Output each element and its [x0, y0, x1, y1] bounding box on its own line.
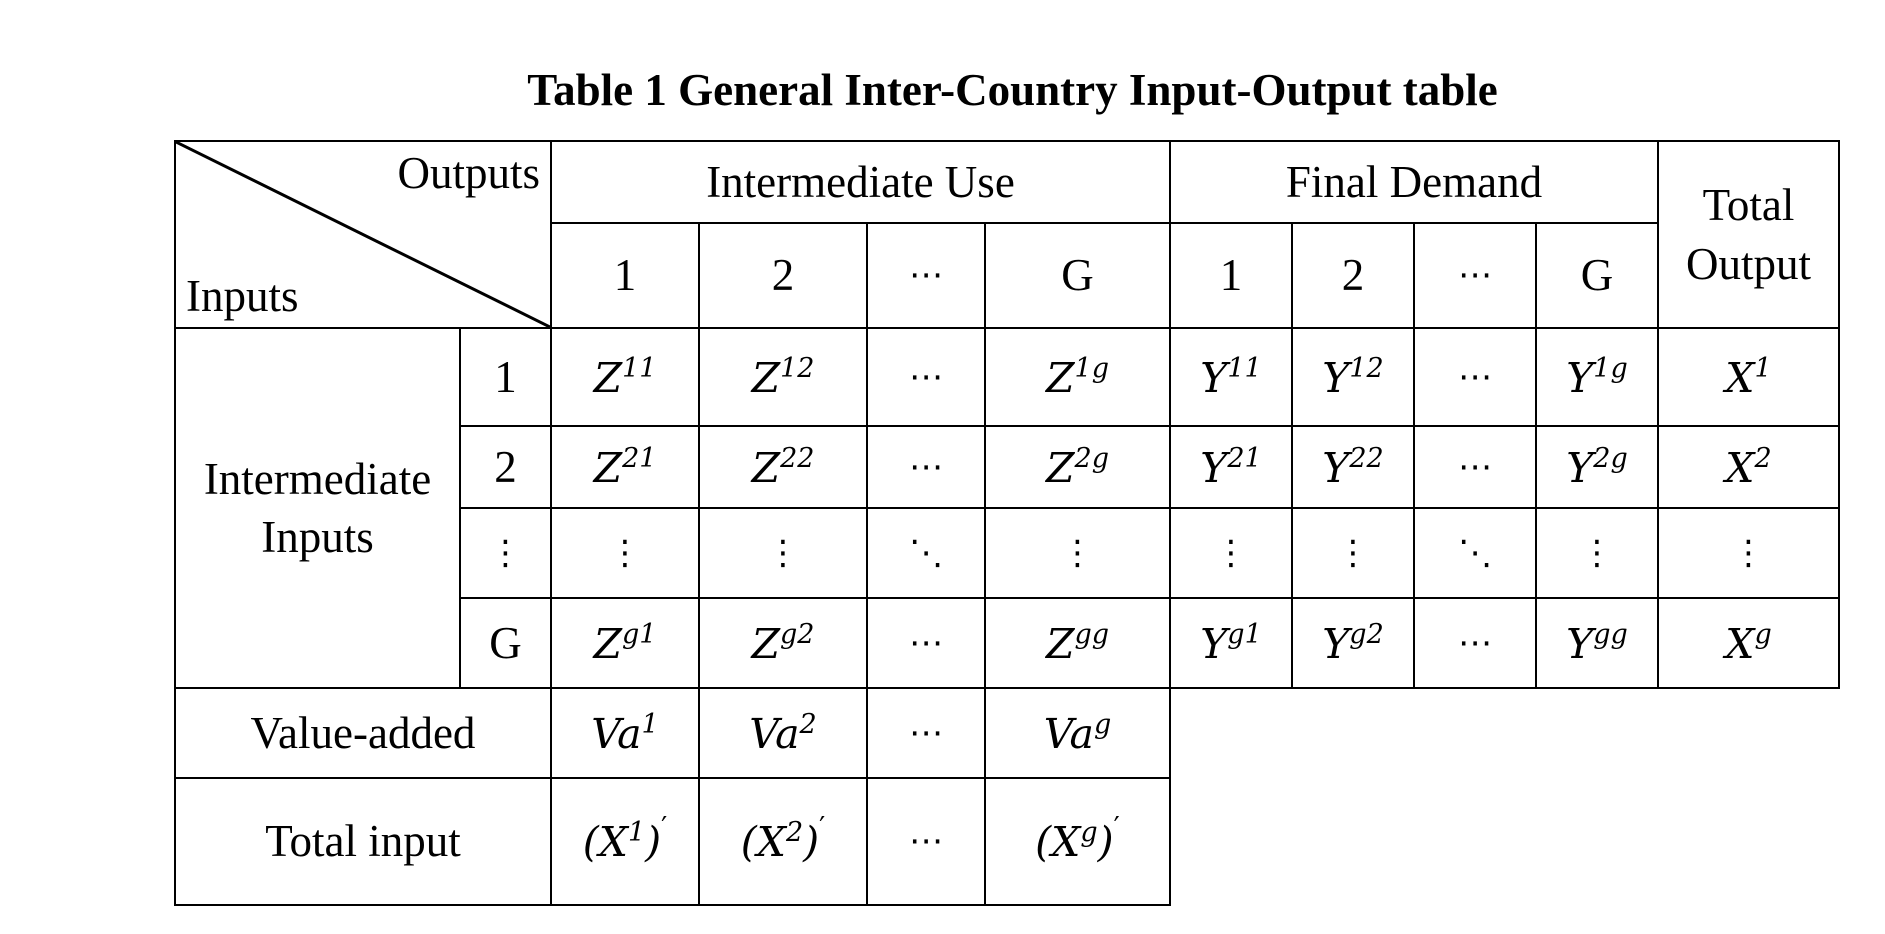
- cell-y-2-dots: ⋯: [1413, 425, 1537, 509]
- empty-region: [1170, 688, 1839, 778]
- cell-z-2-g: Z2g: [984, 425, 1171, 509]
- cell-x-v: ⋮: [1657, 507, 1840, 599]
- cell-y-1-dots: ⋯: [1413, 327, 1537, 427]
- corner-header-cell: Outputs Inputs: [174, 140, 552, 329]
- cell-z-v-g: ⋮: [984, 507, 1171, 599]
- outputs-label: Outputs: [397, 148, 540, 198]
- input-output-table: Outputs Inputs Intermediate Use Final De…: [174, 140, 1840, 906]
- cell-ti-1: (X1)′: [550, 777, 700, 906]
- cell-z-2-2: Z22: [698, 425, 868, 509]
- cell-y-g-1: Yg1: [1169, 597, 1293, 689]
- cell-y-1-1: Y11: [1169, 327, 1293, 427]
- cell-z-1-2: Z12: [698, 327, 868, 427]
- table-caption: Table 1 General Inter-Country Input-Outp…: [527, 65, 1498, 115]
- cell-y-1-2: Y12: [1291, 327, 1415, 427]
- cell-y-v-1: ⋮: [1169, 507, 1293, 599]
- cell-z-g-1: Zg1: [550, 597, 700, 689]
- cell-ti-dots: ⋯: [866, 777, 986, 906]
- row-label-1: 1: [459, 327, 552, 427]
- cell-ti-2: (X2)′: [698, 777, 868, 906]
- fd-col-dots: ⋯: [1413, 222, 1537, 329]
- cell-va-dots: ⋯: [866, 687, 986, 779]
- iu-col-g: G: [984, 222, 1171, 329]
- cell-y-1-g: Y1g: [1535, 327, 1659, 427]
- cell-y-v-g: ⋮: [1535, 507, 1659, 599]
- total-output-header: Total Output: [1657, 140, 1840, 329]
- intermediate-use-header: Intermediate Use: [550, 140, 1171, 224]
- cell-z-1-g: Z1g: [984, 327, 1171, 427]
- cell-y-2-1: Y21: [1169, 425, 1293, 509]
- cell-y-2-2: Y22: [1291, 425, 1415, 509]
- fd-col-g: G: [1535, 222, 1659, 329]
- cell-va-g: Vag: [984, 687, 1171, 779]
- value-added-label: Value-added: [174, 687, 552, 779]
- cell-z-v-2: ⋮: [698, 507, 868, 599]
- cell-z-g-2: Zg2: [698, 597, 868, 689]
- cell-z-2-dots: ⋯: [866, 425, 986, 509]
- fd-col-1: 1: [1169, 222, 1293, 329]
- iu-col-2: 2: [698, 222, 868, 329]
- diagonal-divider: [176, 142, 550, 327]
- cell-z-g-dots: ⋯: [866, 597, 986, 689]
- inputs-label: Inputs: [186, 271, 299, 321]
- cell-z-2-1: Z21: [550, 425, 700, 509]
- cell-y-g-2: Yg2: [1291, 597, 1415, 689]
- cell-x-g: Xg: [1657, 597, 1840, 689]
- cell-ti-g: (Xg)′: [984, 777, 1171, 906]
- cell-z-v-ddots: ⋱: [866, 507, 986, 599]
- total-input-label: Total input: [174, 777, 552, 906]
- row-label-vdots: ⋮: [459, 507, 552, 599]
- cell-z-g-g: Zgg: [984, 597, 1171, 689]
- cell-y-g-g: Ygg: [1535, 597, 1659, 689]
- cell-x-1: X1: [1657, 327, 1840, 427]
- row-label-g: G: [459, 597, 552, 689]
- cell-y-g-dots: ⋯: [1413, 597, 1537, 689]
- cell-z-v-1: ⋮: [550, 507, 700, 599]
- iu-col-dots: ⋯: [866, 222, 986, 329]
- cell-va-1: Va1: [550, 687, 700, 779]
- iu-col-1: 1: [550, 222, 700, 329]
- row-label-2: 2: [459, 425, 552, 509]
- cell-va-2: Va2: [698, 687, 868, 779]
- cell-y-2-g: Y2g: [1535, 425, 1659, 509]
- fd-col-2: 2: [1291, 222, 1415, 329]
- cell-y-v-ddots: ⋱: [1413, 507, 1537, 599]
- cell-y-v-2: ⋮: [1291, 507, 1415, 599]
- final-demand-header: Final Demand: [1169, 140, 1659, 224]
- cell-x-2: X2: [1657, 425, 1840, 509]
- cell-z-1-dots: ⋯: [866, 327, 986, 427]
- empty-region: [1170, 778, 1839, 905]
- intermediate-inputs-label: Intermediate Inputs: [174, 327, 461, 689]
- cell-z-1-1: Z11: [550, 327, 700, 427]
